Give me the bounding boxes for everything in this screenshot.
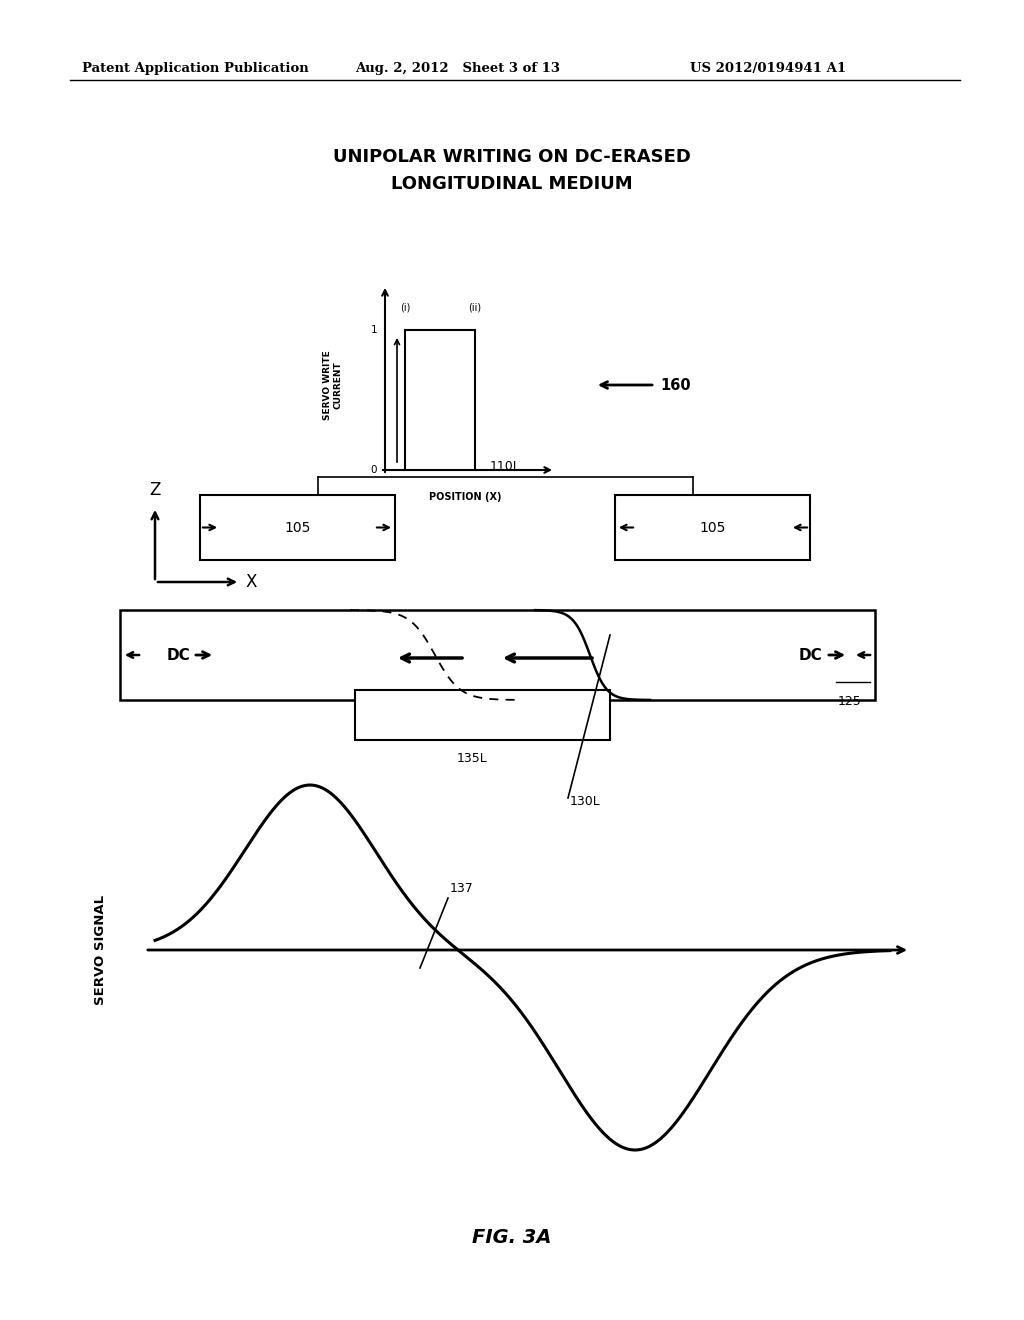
- Text: (i): (i): [399, 302, 411, 312]
- Bar: [615, 495, 810, 560]
- Text: X: X: [245, 573, 256, 591]
- Text: DC: DC: [798, 648, 822, 663]
- Text: 125: 125: [838, 696, 862, 708]
- Text: Aug. 2, 2012   Sheet 3 of 13: Aug. 2, 2012 Sheet 3 of 13: [355, 62, 560, 75]
- Text: (ii): (ii): [468, 302, 481, 312]
- Text: SERVO SIGNAL: SERVO SIGNAL: [93, 895, 106, 1005]
- Text: LONGITUDINAL MEDIUM: LONGITUDINAL MEDIUM: [391, 176, 633, 193]
- Text: UNIPOLAR WRITING ON DC-ERASED: UNIPOLAR WRITING ON DC-ERASED: [333, 148, 691, 166]
- Text: 130L: 130L: [570, 795, 601, 808]
- Text: DC: DC: [166, 648, 189, 663]
- Text: POSITION (X): POSITION (X): [429, 492, 502, 502]
- Text: 105: 105: [699, 520, 726, 535]
- Text: US 2012/0194941 A1: US 2012/0194941 A1: [690, 62, 846, 75]
- Bar: [200, 495, 395, 560]
- Text: Z: Z: [150, 480, 161, 499]
- Text: 0: 0: [371, 465, 377, 475]
- Text: SERVO WRITE
CURRENT: SERVO WRITE CURRENT: [324, 350, 343, 420]
- Text: 110L: 110L: [489, 459, 520, 473]
- Bar: [120, 610, 874, 700]
- Text: 1: 1: [371, 325, 377, 335]
- Text: 105: 105: [285, 520, 310, 535]
- Bar: [355, 690, 610, 741]
- Text: 135L: 135L: [457, 752, 487, 766]
- Text: 160: 160: [660, 378, 690, 392]
- Text: Patent Application Publication: Patent Application Publication: [82, 62, 309, 75]
- Text: 137: 137: [450, 882, 474, 895]
- Text: FIG. 3A: FIG. 3A: [472, 1228, 552, 1247]
